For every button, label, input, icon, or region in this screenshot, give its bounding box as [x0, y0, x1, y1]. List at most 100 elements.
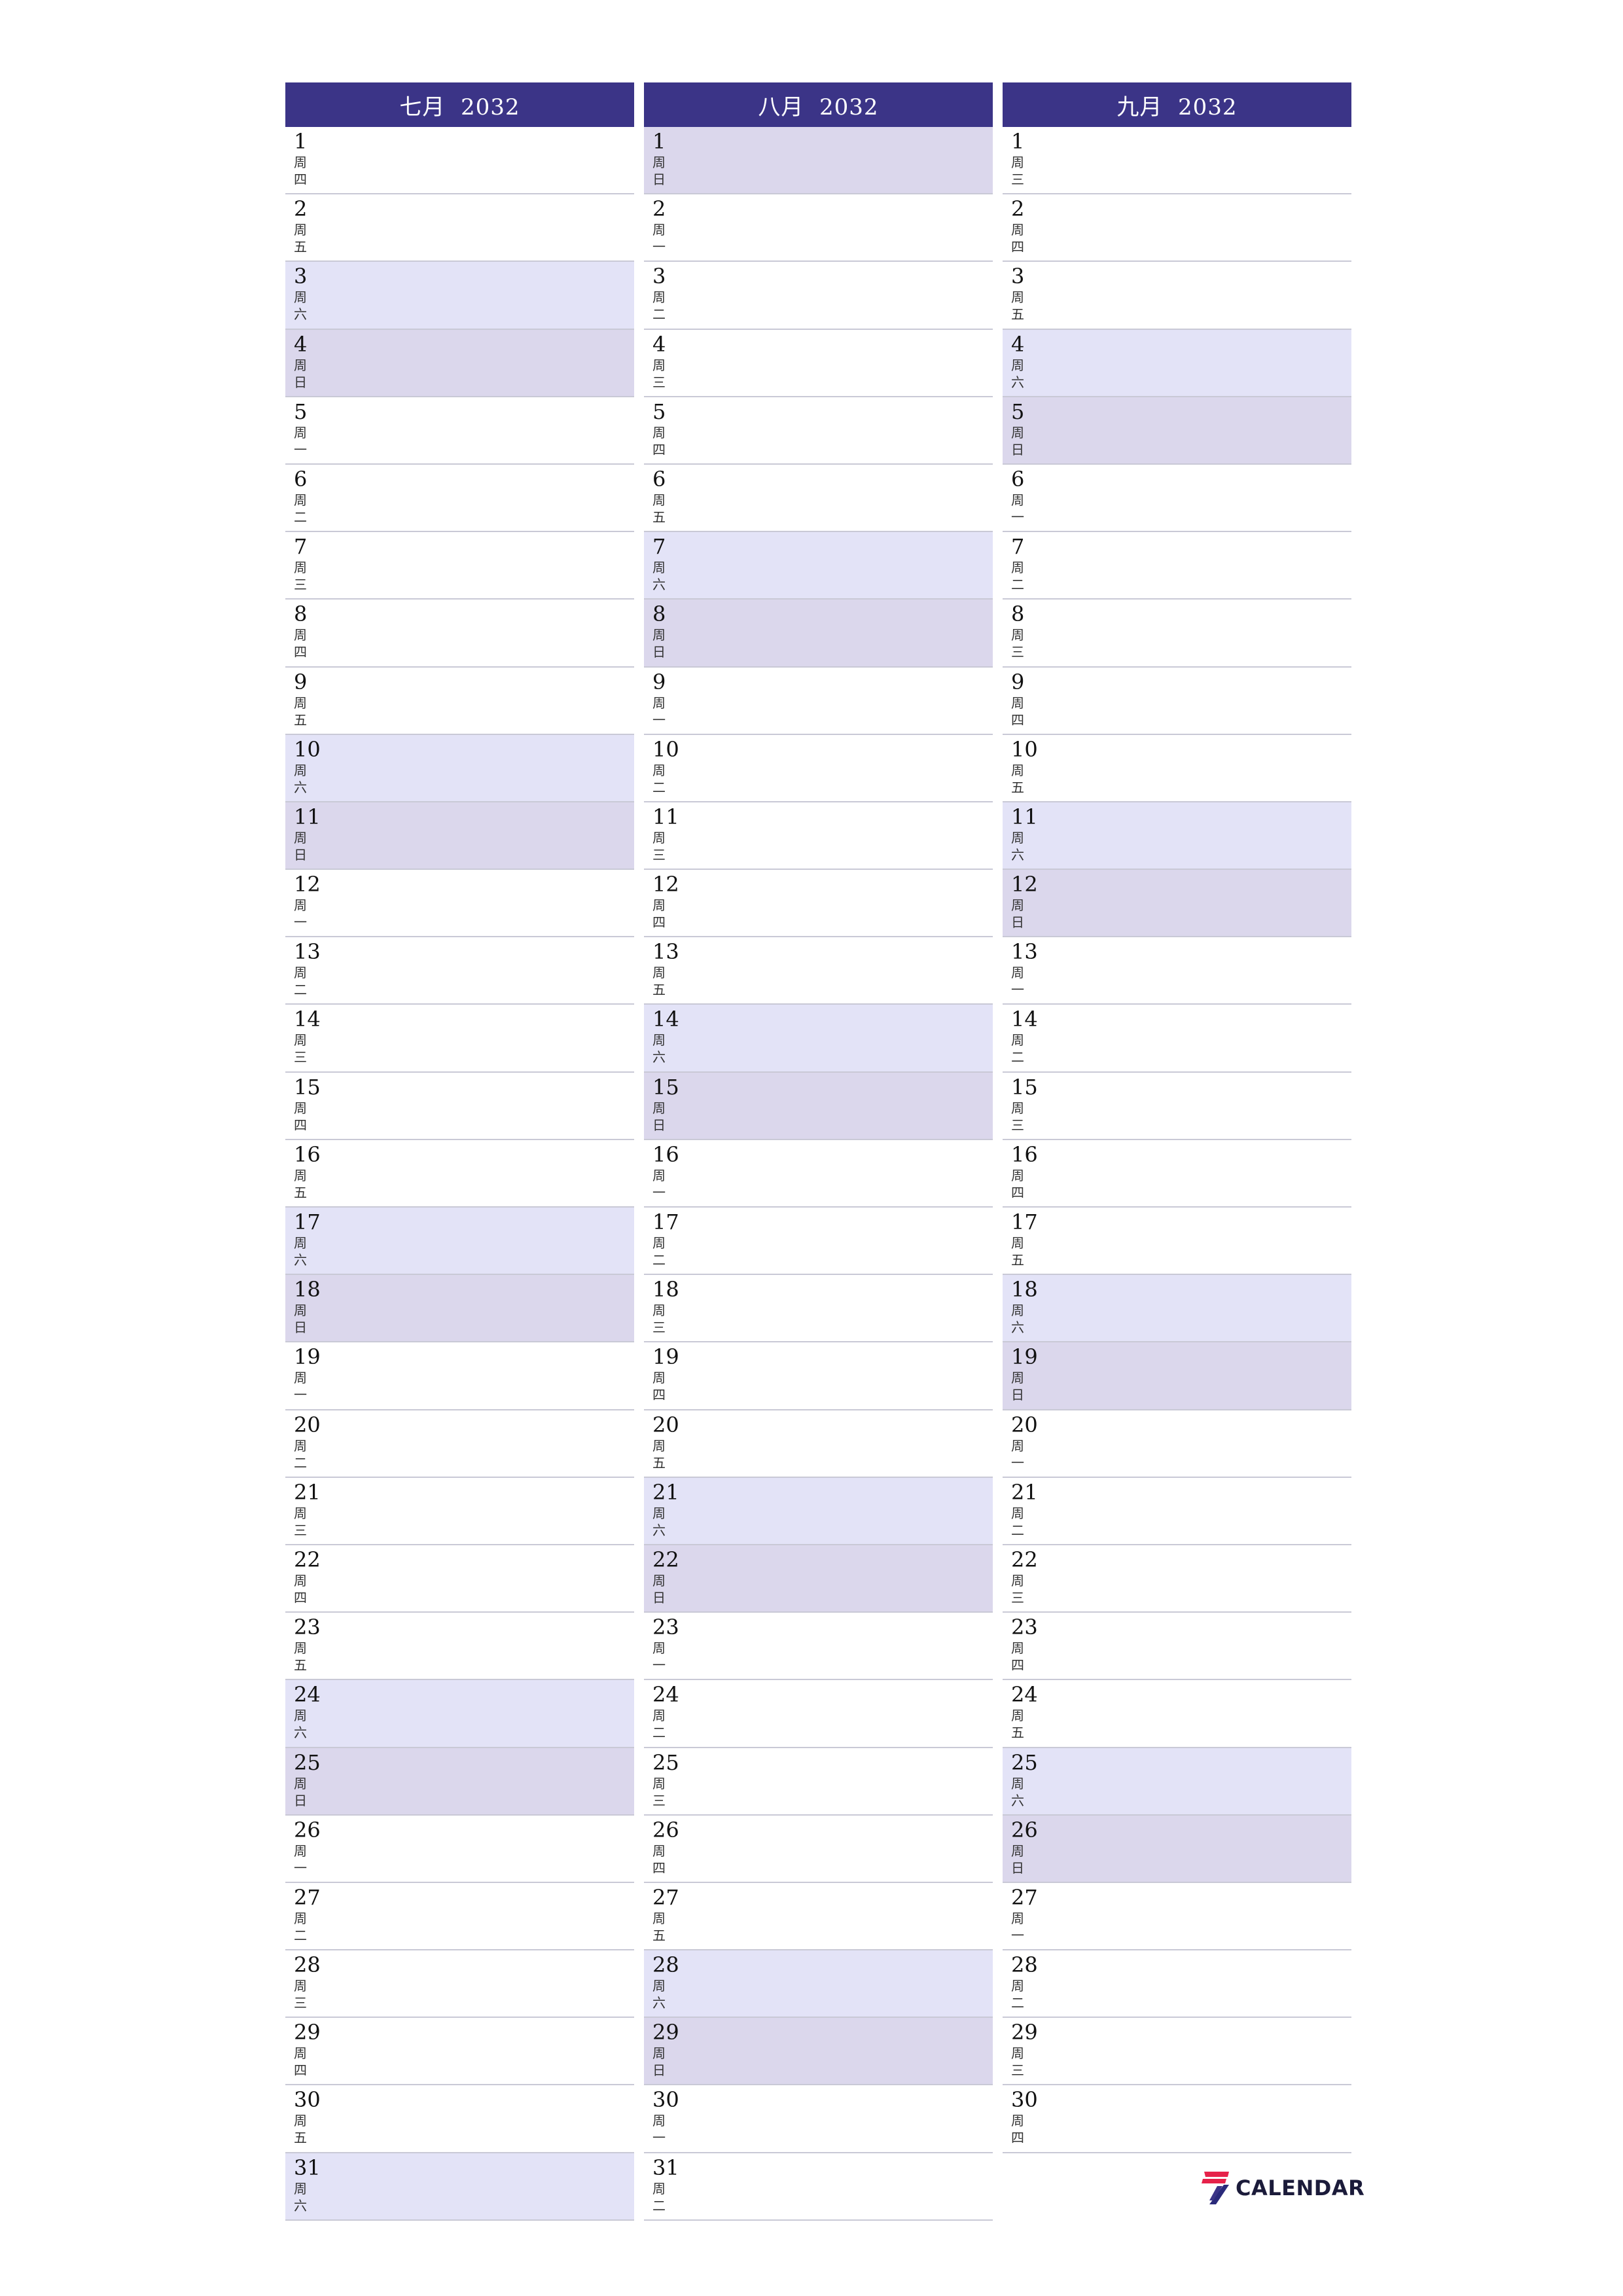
day-number: 22	[652, 1547, 679, 1572]
day-number: 31	[294, 2155, 321, 2180]
day-number: 8	[1011, 601, 1025, 627]
weekday-name: 四	[294, 644, 307, 660]
weekday-name: 五	[294, 239, 307, 255]
day-row: 10 周二	[644, 734, 993, 802]
day-number: 2	[294, 196, 308, 222]
day-number: 8	[294, 601, 308, 627]
weekday-prefix: 周	[294, 357, 307, 373]
weekday-prefix: 周	[1011, 829, 1024, 846]
day-row: 26 周日	[1003, 1815, 1351, 1883]
day-row: 23 周一	[644, 1613, 993, 1681]
day-row: 30 周四	[1003, 2085, 1351, 2153]
day-number: 22	[1011, 1547, 1038, 1572]
weekday-prefix: 周	[294, 424, 307, 440]
day-number: 24	[294, 1682, 321, 1708]
weekday-prefix: 周	[652, 965, 666, 981]
weekday-prefix: 周	[1011, 2045, 1024, 2062]
day-number: 12	[1011, 872, 1038, 897]
weekday-name: 四	[294, 2062, 307, 2079]
weekday-name: 一	[652, 1657, 666, 1674]
weekday-name: 二	[652, 1725, 666, 1741]
day-row: 23 周五	[285, 1613, 634, 1681]
weekday-prefix: 周	[652, 2045, 666, 2062]
weekday-prefix: 周	[294, 1167, 307, 1183]
weekday-prefix: 周	[1011, 1978, 1024, 1994]
weekday-prefix: 周	[1011, 627, 1024, 643]
weekday-prefix: 周	[1011, 1100, 1024, 1116]
day-row: 18 周三	[644, 1275, 993, 1343]
day-number: 19	[1011, 1344, 1038, 1370]
day-row: 10 周六	[285, 734, 634, 802]
weekday-name: 五	[294, 711, 307, 728]
weekday-name: 二	[294, 1927, 307, 1943]
day-number: 5	[1011, 399, 1025, 424]
weekday-prefix: 周	[294, 627, 307, 643]
day-row: 24 周六	[285, 1680, 634, 1748]
day-number: 22	[294, 1547, 321, 1572]
weekday-name: 五	[652, 509, 666, 525]
weekday-prefix: 周	[652, 829, 666, 846]
day-row: 21 周二	[1003, 1477, 1351, 1545]
day-row: 20 周二	[285, 1410, 634, 1478]
day-row: 12 周四	[644, 870, 993, 938]
day-number: 3	[652, 264, 666, 289]
day-number: 21	[294, 1479, 321, 1505]
day-number: 4	[1011, 331, 1025, 357]
day-row: 22 周四	[285, 1545, 634, 1613]
weekday-prefix: 周	[652, 1032, 666, 1049]
weekday-name: 二	[652, 779, 666, 795]
weekday-prefix: 周	[294, 222, 307, 238]
weekday-name: 六	[294, 779, 307, 795]
weekday-name: 六	[294, 1252, 307, 1268]
day-number: 11	[652, 804, 679, 829]
weekday-name: 五	[294, 2130, 307, 2146]
weekday-prefix: 周	[652, 2113, 666, 2129]
weekday-prefix: 周	[652, 1302, 666, 1319]
weekday-name: 二	[1011, 1522, 1024, 1538]
seven-logo-icon	[1202, 2172, 1229, 2204]
day-row: 27 周一	[1003, 1882, 1351, 1951]
day-number: 14	[652, 1007, 679, 1032]
brand-logo: CALENDAR	[1202, 2170, 1364, 2206]
weekday-name: 四	[652, 914, 666, 931]
day-row: 15 周日	[644, 1072, 993, 1140]
day-number: 26	[652, 1817, 679, 1842]
weekday-name: 二	[1011, 1049, 1024, 1066]
weekday-prefix: 周	[1011, 1032, 1024, 1049]
weekday-prefix: 周	[294, 1370, 307, 1386]
day-number: 1	[294, 129, 308, 154]
weekday-prefix: 周	[1011, 965, 1024, 981]
weekday-name: 四	[294, 171, 307, 187]
weekday-name: 日	[652, 171, 666, 187]
weekday-name: 五	[1011, 1725, 1024, 1741]
day-number: 3	[1011, 264, 1025, 289]
month-header: 九月 2032	[1003, 82, 1351, 127]
day-row: 11 周三	[644, 802, 993, 870]
day-number: 16	[294, 1141, 321, 1167]
day-number: 27	[294, 1884, 321, 1910]
weekday-prefix: 周	[652, 1708, 666, 1724]
weekday-prefix: 周	[1011, 897, 1024, 914]
day-number: 8	[652, 601, 666, 627]
day-number: 5	[652, 399, 666, 424]
weekday-name: 三	[652, 1319, 666, 1336]
weekday-name: 日	[294, 1792, 307, 1808]
weekday-name: 三	[1011, 1117, 1024, 1133]
month-column-september: 九月 2032 1 周三 2 周四 3 周五 4 周六 5 周日 6 周一 7 周二 8 周三 9 周四 10 周五 1…	[1003, 82, 1351, 2153]
day-number: 16	[1011, 1141, 1038, 1167]
day-number: 23	[652, 1615, 679, 1640]
weekday-prefix: 周	[652, 222, 666, 238]
weekday-name: 三	[652, 1792, 666, 1808]
day-number: 23	[1011, 1615, 1038, 1640]
